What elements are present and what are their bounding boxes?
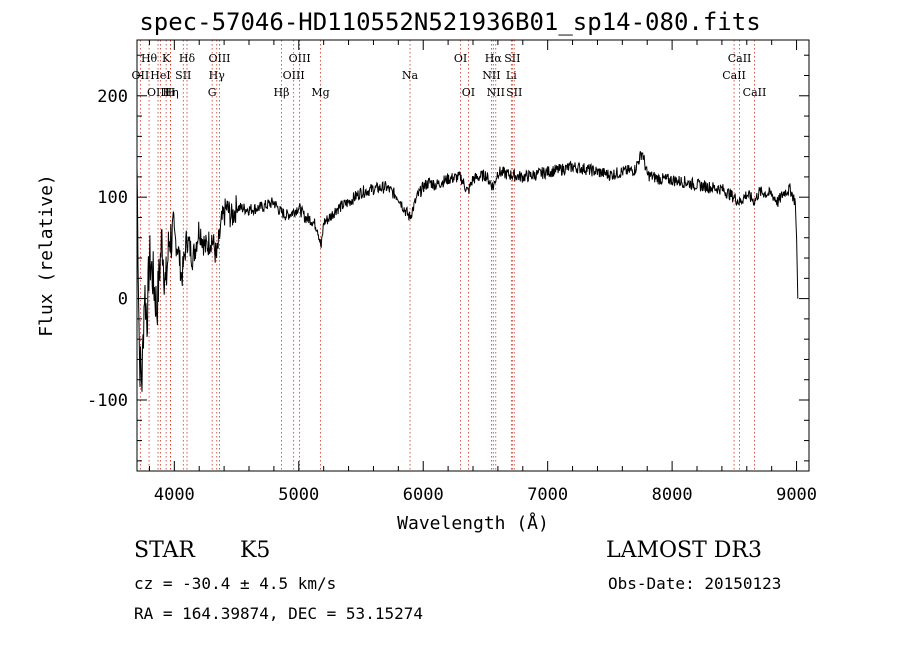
line-label-17: OI	[454, 52, 467, 65]
line-label-16: Na	[402, 69, 419, 82]
line-label-5: Hη	[163, 86, 179, 99]
object-class: STAR	[134, 538, 195, 563]
x-tick-label-7000: 7000	[527, 485, 568, 505]
line-label-27: CaII	[743, 86, 767, 99]
line-label-7: H	[166, 86, 176, 99]
line-label-1: Hθ	[141, 52, 158, 65]
line-label-3: HeI	[150, 69, 170, 82]
y-axis-ticks: -100 0 100 200	[87, 54, 809, 462]
y-tick-label-0: 0	[118, 290, 128, 310]
observation-date: Obs-Date: 20150123	[608, 574, 782, 593]
line-label-4: K	[162, 52, 171, 65]
line-label-8: Hδ	[179, 52, 196, 65]
x-tick-label-4000: 4000	[154, 485, 195, 505]
line-label-19: NII	[482, 69, 500, 82]
x-tick-label-9000: 9000	[776, 485, 817, 505]
chart-title: spec-57046-HD110552N521936B01_sp14-080.f…	[139, 8, 761, 36]
x-tick-label-8000: 8000	[652, 485, 693, 505]
line-label-11: OIII	[208, 52, 230, 65]
plot-frame	[136, 39, 810, 472]
spectrum-series-line	[136, 151, 799, 392]
line-label-10: Hγ	[209, 69, 226, 82]
x-tick-label-6000: 6000	[403, 485, 444, 505]
line-label-18: OI	[462, 86, 475, 99]
line-label-20: Hα	[485, 52, 503, 65]
spectral-line-markers	[139, 40, 755, 471]
line-label-9: G	[208, 86, 217, 99]
spectral-line-labels: OIIHθOIIIHeIKHηSIIHHδGHγOIIIHβOIIIOIIIMg…	[132, 52, 767, 99]
line-label-2: OIII	[147, 86, 169, 99]
line-label-25: CaII	[722, 69, 746, 82]
x-axis-ticks: 4000 5000 6000 7000 8000 9000	[148, 40, 817, 505]
line-label-13: OIII	[283, 69, 305, 82]
line-label-12: Hβ	[274, 86, 290, 99]
y-tick-label-100: 100	[97, 188, 128, 208]
line-label-21: NII	[487, 86, 505, 99]
y-tick-label-200: 200	[97, 87, 128, 107]
line-label-22: SII	[504, 52, 520, 65]
y-axis-label: Flux (relative)	[36, 174, 57, 337]
line-label-26: CaII	[728, 52, 752, 65]
x-tick-label-5000: 5000	[278, 485, 319, 505]
object-subclass: K5	[240, 538, 271, 563]
line-label-15: Mg	[311, 86, 329, 99]
x-axis-label: Wavelength (Å)	[397, 512, 549, 534]
redshift-velocity: cz = -30.4 ± 4.5 km/s	[134, 574, 337, 593]
line-label-6: SII	[175, 69, 191, 82]
survey-name: LAMOST DR3	[606, 538, 762, 563]
y-tick-label--100: -100	[87, 391, 128, 411]
line-label-23: Li	[506, 69, 517, 82]
line-label-24: SII	[506, 86, 522, 99]
ra-dec-coordinates: RA = 164.39874, DEC = 53.15274	[134, 604, 423, 623]
line-label-14: OIII	[289, 52, 311, 65]
